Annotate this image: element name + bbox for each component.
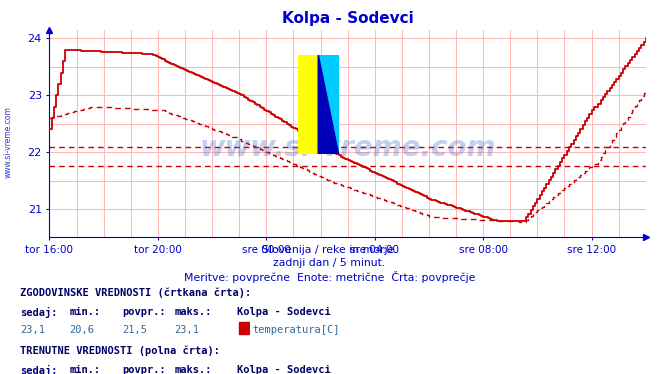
Polygon shape [318, 55, 339, 154]
Text: Kolpa - Sodevci: Kolpa - Sodevci [237, 307, 331, 318]
Text: sedaj:: sedaj: [20, 307, 57, 318]
Title: Kolpa - Sodevci: Kolpa - Sodevci [282, 11, 413, 26]
Text: ZGODOVINSKE VREDNOSTI (črtkana črta):: ZGODOVINSKE VREDNOSTI (črtkana črta): [20, 288, 251, 298]
Text: Slovenija / reke in morje.: Slovenija / reke in morje. [262, 245, 397, 255]
Text: Meritve: povprečne  Enote: metrične  Črta: povprečje: Meritve: povprečne Enote: metrične Črta:… [184, 271, 475, 283]
Text: min.:: min.: [69, 307, 100, 318]
Text: zadnji dan / 5 minut.: zadnji dan / 5 minut. [273, 258, 386, 268]
Text: maks.:: maks.: [175, 365, 212, 374]
Text: www.si-vreme.com: www.si-vreme.com [200, 134, 496, 162]
Text: 23,1: 23,1 [175, 325, 200, 335]
Text: TRENUTNE VREDNOSTI (polna črta):: TRENUTNE VREDNOSTI (polna črta): [20, 346, 219, 356]
Text: 20,6: 20,6 [69, 325, 94, 335]
Text: 21,5: 21,5 [122, 325, 147, 335]
Text: povpr.:: povpr.: [122, 307, 165, 318]
Text: 23,1: 23,1 [20, 325, 45, 335]
Text: www.si-vreme.com: www.si-vreme.com [4, 106, 13, 178]
Text: min.:: min.: [69, 365, 100, 374]
Text: temperatura[C]: temperatura[C] [252, 325, 340, 335]
Bar [239, 322, 248, 334]
Text: povpr.:: povpr.: [122, 365, 165, 374]
Polygon shape [318, 55, 339, 154]
Text: maks.:: maks.: [175, 307, 212, 318]
Text: sedaj:: sedaj: [20, 365, 57, 374]
Text: Kolpa - Sodevci: Kolpa - Sodevci [237, 365, 331, 374]
